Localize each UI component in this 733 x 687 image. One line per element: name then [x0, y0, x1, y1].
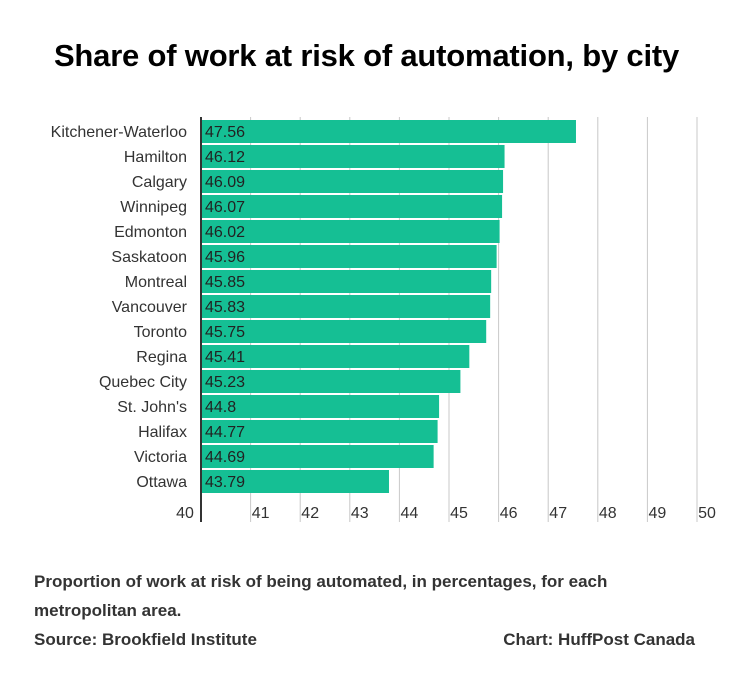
- category-label: Halifax: [138, 424, 187, 441]
- bar-value-label: 44.69: [205, 449, 245, 466]
- category-label: Calgary: [132, 174, 187, 191]
- category-label: Montreal: [125, 274, 187, 291]
- category-label: Quebec City: [99, 374, 187, 391]
- bar: [201, 195, 503, 218]
- bar: [201, 420, 438, 443]
- chart-caption: Proportion of work at risk of being auto…: [34, 572, 608, 620]
- bar: [201, 145, 505, 168]
- x-tick-label: 49: [649, 505, 667, 522]
- category-label: St. John's: [117, 399, 187, 416]
- bar: [201, 170, 504, 193]
- x-tick-label: 40: [176, 505, 194, 522]
- chart-credit: Chart: HuffPost Canada: [503, 630, 695, 649]
- category-labels: Kitchener-Waterloo Hamilton Calgary Winnipe…: [51, 124, 188, 491]
- x-tick-labels: 40 41 42 43 44 45 46 47 48 49 50: [176, 505, 716, 522]
- x-tick-label: 47: [549, 505, 567, 522]
- category-label: Winnipeg: [120, 199, 187, 216]
- category-label: Kitchener-Waterloo: [51, 124, 187, 141]
- bar-value-label: 45.41: [205, 349, 245, 366]
- x-tick-label: 42: [301, 505, 319, 522]
- category-label: Saskatoon: [111, 249, 187, 266]
- bar-value-label: 44.8: [205, 399, 236, 416]
- bar-value-label: 46.07: [205, 199, 245, 216]
- chart-source: Source: Brookfield Institute: [34, 630, 257, 649]
- bar: [201, 370, 461, 393]
- bar-value-label: 46.09: [205, 174, 245, 191]
- bar: [201, 245, 497, 268]
- bar: [201, 470, 389, 493]
- bar-value-label: 45.96: [205, 249, 245, 266]
- bar: [201, 445, 434, 468]
- category-label: Ottawa: [136, 474, 187, 491]
- bar: [201, 320, 487, 343]
- bar: [201, 270, 492, 293]
- bar: [201, 345, 470, 368]
- category-label: Victoria: [134, 449, 187, 466]
- bar-value-label: 45.75: [205, 324, 245, 341]
- x-tick-label: 45: [450, 505, 468, 522]
- x-tick-label: 41: [252, 505, 270, 522]
- bar-value-label: 45.83: [205, 299, 245, 316]
- x-tick-label: 46: [500, 505, 518, 522]
- bars: 47.56 46.12 46.09 46.07 46.02 45.96 45.85 45.83…: [201, 120, 576, 493]
- bar: [201, 395, 440, 418]
- bar: [201, 220, 500, 243]
- bar-value-label: 44.77: [205, 424, 245, 441]
- bar-value-label: 46.02: [205, 224, 245, 241]
- x-tick-label: 48: [599, 505, 617, 522]
- x-tick-label: 43: [351, 505, 369, 522]
- bar-value-label: 46.12: [205, 149, 245, 166]
- category-label: Hamilton: [124, 149, 187, 166]
- category-label: Toronto: [134, 324, 187, 341]
- x-tick-label: 44: [401, 505, 419, 522]
- bar-value-label: 47.56: [205, 124, 245, 141]
- bar: [201, 120, 576, 143]
- category-label: Vancouver: [112, 299, 188, 316]
- bar-chart: 47.56 46.12 46.09 46.07 46.02 45.96 45.85 45.83…: [51, 117, 716, 522]
- bar-value-label: 45.85: [205, 274, 245, 291]
- category-label: Regina: [136, 349, 187, 366]
- x-tick-label: 50: [698, 505, 716, 522]
- category-label: Edmonton: [114, 224, 187, 241]
- bar-value-label: 43.79: [205, 474, 245, 491]
- bar: [201, 295, 491, 318]
- bar-value-label: 45.23: [205, 374, 245, 391]
- chart-title: Share of work at risk of automation, by …: [53, 38, 680, 73]
